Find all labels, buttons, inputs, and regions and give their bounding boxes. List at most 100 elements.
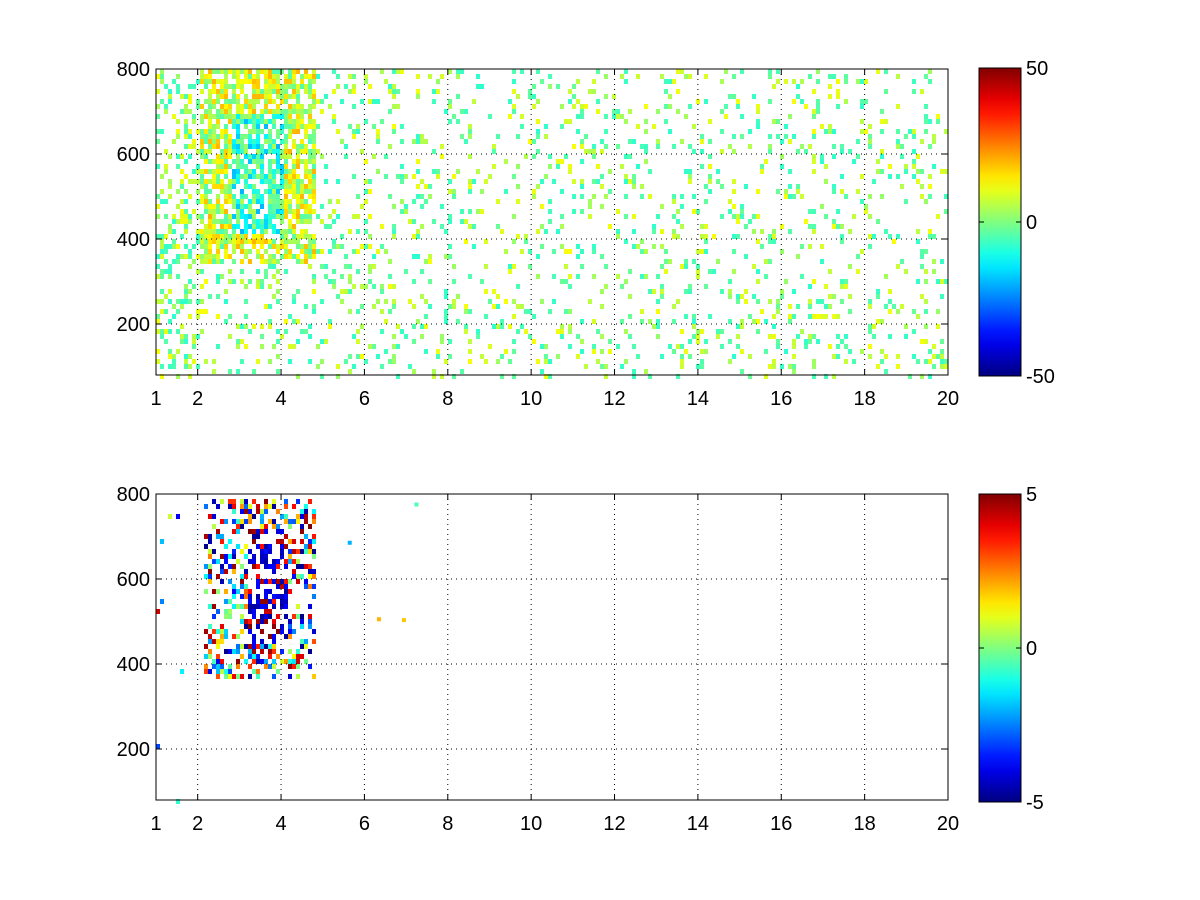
heatmap-cell: [544, 344, 548, 349]
heatmap-cell: [484, 264, 488, 269]
heatmap-cell: [516, 284, 520, 289]
heatmap-cell: [584, 364, 588, 369]
y-tick-label: 800: [117, 59, 150, 81]
heatmap-cell: [308, 544, 312, 549]
heatmap-cell: [212, 219, 216, 224]
heatmap-cell: [204, 254, 208, 259]
heatmap-cell: [364, 74, 368, 79]
heatmap-cell: [236, 114, 240, 119]
x-tick-label: 1: [150, 388, 161, 410]
heatmap-cell: [360, 284, 364, 289]
heatmap-cell: [264, 619, 268, 624]
heatmap-cell: [756, 279, 760, 284]
heatmap-cell: [184, 254, 188, 259]
heatmap-cell: [776, 69, 780, 74]
heatmap-cell: [628, 139, 632, 144]
heatmap-cell: [556, 329, 560, 334]
heatmap-cell: [644, 369, 648, 374]
heatmap-cell: [232, 674, 236, 679]
heatmap-cell: [904, 199, 908, 204]
heatmap-cell: [204, 149, 208, 154]
heatmap-cell: [196, 239, 200, 244]
heatmap-cell: [312, 234, 316, 239]
heatmap-cell: [288, 664, 292, 669]
heatmap-cell: [664, 269, 668, 274]
heatmap-cell: [200, 259, 204, 264]
heatmap-cell: [304, 219, 308, 224]
heatmap-cell: [220, 259, 224, 264]
heatmap-cell: [264, 104, 268, 109]
heatmap-cell: [336, 179, 340, 184]
heatmap-cell: [264, 529, 268, 534]
heatmap-cell: [272, 559, 276, 564]
heatmap-cell: [876, 69, 880, 74]
heatmap-cell: [208, 89, 212, 94]
heatmap-cell: [308, 149, 312, 154]
heatmap-cell: [792, 369, 796, 374]
heatmap-cell: [216, 534, 220, 539]
heatmap-cell: [760, 229, 764, 234]
heatmap-cell: [308, 189, 312, 194]
heatmap-cell: [260, 579, 264, 584]
heatmap-cell: [256, 579, 260, 584]
heatmap-cell: [200, 299, 204, 304]
heatmap-cell: [240, 139, 244, 144]
heatmap-cell: [772, 334, 776, 339]
heatmap-cell: [300, 194, 304, 199]
heatmap-cell: [288, 94, 292, 99]
heatmap-cell: [320, 154, 324, 159]
heatmap-cell: [208, 604, 212, 609]
heatmap-cell: [404, 269, 408, 274]
heatmap-cell: [256, 199, 260, 204]
heatmap-cell: [480, 84, 484, 89]
heatmap-cell: [464, 219, 468, 224]
heatmap-cell: [560, 324, 564, 329]
heatmap-cell: [528, 334, 532, 339]
heatmap-cell: [496, 199, 500, 204]
heatmap-cell: [268, 224, 272, 229]
heatmap-cell: [304, 159, 308, 164]
heatmap-cell: [224, 629, 228, 634]
heatmap-cell: [804, 149, 808, 154]
heatmap-cell: [204, 664, 208, 669]
heatmap-cell: [220, 664, 224, 669]
heatmap-cell: [788, 314, 792, 319]
heatmap-cell: [656, 324, 660, 329]
heatmap-cell: [744, 289, 748, 294]
heatmap-cell: [576, 99, 580, 104]
heatmap-cell: [592, 89, 596, 94]
heatmap-cell: [452, 114, 456, 119]
heatmap-cell: [688, 284, 692, 289]
heatmap-cell: [752, 229, 756, 234]
heatmap-cell: [268, 139, 272, 144]
heatmap-cell: [944, 169, 948, 174]
heatmap-cell: [944, 279, 948, 284]
heatmap-cell: [252, 369, 256, 374]
heatmap-cell: [284, 134, 288, 139]
heatmap-cell: [812, 169, 816, 174]
heatmap-cell: [896, 309, 900, 314]
heatmap-cell: [256, 534, 260, 539]
heatmap-cell: [268, 164, 272, 169]
heatmap-cell: [880, 129, 884, 134]
heatmap-cell: [164, 259, 168, 264]
heatmap-cell: [316, 249, 320, 254]
heatmap-cell: [704, 224, 708, 229]
heatmap-cell: [832, 144, 836, 149]
heatmap-cell: [740, 369, 744, 374]
heatmap-cell: [300, 219, 304, 224]
heatmap-cell: [220, 114, 224, 119]
heatmap-cell: [244, 134, 248, 139]
heatmap-cell: [360, 99, 364, 104]
heatmap-cell: [212, 639, 216, 644]
heatmap-cell: [160, 269, 164, 274]
heatmap-cell: [328, 279, 332, 284]
heatmap-cell: [184, 334, 188, 339]
heatmap-cell: [188, 154, 192, 159]
heatmap-cell: [280, 84, 284, 89]
heatmap-cell: [200, 184, 204, 189]
heatmap-cell: [196, 189, 200, 194]
heatmap-cell: [792, 344, 796, 349]
heatmap-cell: [308, 499, 312, 504]
heatmap-cell: [540, 204, 544, 209]
